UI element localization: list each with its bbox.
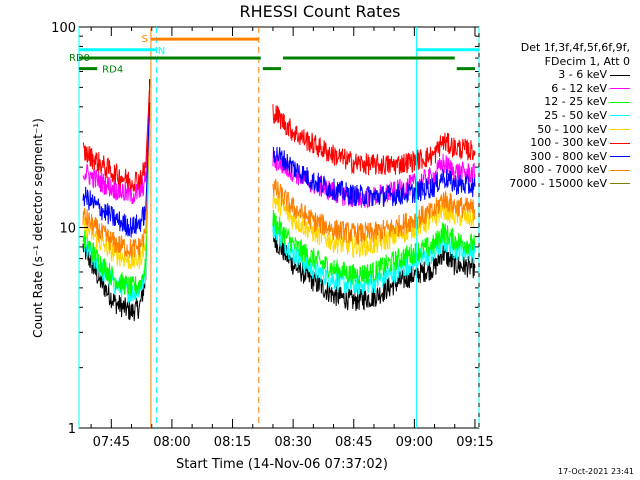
- legend-swatch: [610, 183, 630, 185]
- legend-header-line-1: Det 1f,3f,4f,5f,6f,9f,: [520, 41, 630, 54]
- legend-swatch: [610, 88, 630, 90]
- state-label-rd0: RD0: [69, 53, 90, 64]
- series-line-300-800-kev-part-1: [82, 102, 151, 238]
- series-line-3-6-kev-part-1: [82, 79, 151, 322]
- legend-swatch: [610, 156, 630, 158]
- series-line-100-300-kev-part-1: [82, 83, 151, 192]
- x-axis-label: Start Time (14-Nov-06 07:37:02): [176, 457, 388, 472]
- footer-timestamp: 17-Oct-2021 23:41: [558, 467, 634, 476]
- legend-swatch: [610, 142, 630, 144]
- legend-entry-label: 300 - 800 keV: [530, 149, 607, 163]
- chart-title: RHESSI Count Rates: [239, 2, 401, 21]
- legend-entry: 100 - 300 keV: [480, 136, 630, 150]
- y-tick-label: 10: [59, 222, 76, 237]
- x-tick-label: 09:15: [456, 435, 493, 450]
- legend-entry: 12 - 25 keV: [480, 95, 630, 109]
- series-line-100-300-kev-part-2: [272, 104, 476, 176]
- legend-entry-label: 3 - 6 keV: [558, 68, 607, 82]
- state-label-s: S: [142, 34, 148, 45]
- series-line-3-6-kev-part-2: [272, 229, 476, 311]
- x-tick-label: 09:00: [396, 435, 433, 450]
- series-line-12-25-kev-part-2: [272, 209, 476, 286]
- legend-swatch: [610, 129, 630, 131]
- series-line-300-800-kev-part-2: [272, 146, 476, 207]
- legend-swatch: [610, 169, 630, 171]
- legend-entry: 800 - 7000 keV: [480, 163, 630, 177]
- legend-entry: 3 - 6 keV: [480, 68, 630, 82]
- series-line-800-7000-kev-part-2: [272, 178, 476, 245]
- x-tick-label: 08:00: [153, 435, 190, 450]
- legend-swatch: [610, 74, 630, 76]
- legend-entry-label: 6 - 12 keV: [551, 81, 607, 95]
- legend-entry: 300 - 800 keV: [480, 150, 630, 164]
- y-tick-label: 1: [68, 422, 76, 437]
- y-axis-label: Count Rate (s⁻¹ detector segment⁻¹): [31, 118, 45, 338]
- series-line-800-7000-kev-part-1: [82, 111, 151, 259]
- legend-entry: 7000 - 15000 keV: [480, 177, 630, 191]
- state-label-n: N: [158, 46, 165, 57]
- state-label-rd4: RD4: [102, 65, 123, 76]
- legend-entry: 6 - 12 keV: [480, 82, 630, 96]
- series-line-12-25-kev-part-1: [82, 106, 151, 297]
- legend: Det 1f,3f,4f,5f,6f,9f, FDecim 1, Att 0 3…: [480, 41, 630, 191]
- x-tick-label: 08:30: [274, 435, 311, 450]
- legend-entry-label: 25 - 50 keV: [544, 108, 607, 122]
- x-tick-label: 07:45: [93, 435, 130, 450]
- x-tick-label: 08:45: [335, 435, 372, 450]
- legend-swatch: [610, 115, 630, 117]
- legend-header-line-2: FDecim 1, Att 0: [544, 54, 630, 68]
- legend-entry-label: 100 - 300 keV: [530, 136, 607, 150]
- legend-entry-label: 7000 - 15000 keV: [509, 176, 607, 190]
- series-line-6-12-kev-part-1: [82, 92, 151, 205]
- legend-entry-label: 12 - 25 keV: [544, 95, 607, 109]
- y-tick-label: 100: [51, 21, 76, 36]
- legend-entry: 25 - 50 keV: [480, 109, 630, 123]
- legend-entry-label: 800 - 7000 keV: [523, 163, 607, 177]
- legend-entry-label: 50 - 100 keV: [537, 122, 607, 136]
- legend-entry: 50 - 100 keV: [480, 123, 630, 137]
- series-line-50-100-kev-part-2: [272, 194, 476, 258]
- x-tick-label: 08:15: [214, 435, 251, 450]
- legend-swatch: [610, 101, 630, 103]
